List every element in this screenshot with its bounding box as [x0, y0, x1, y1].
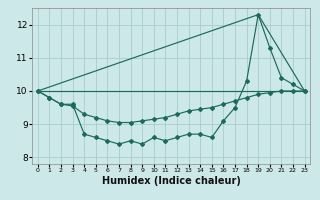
X-axis label: Humidex (Indice chaleur): Humidex (Indice chaleur)	[102, 176, 241, 186]
